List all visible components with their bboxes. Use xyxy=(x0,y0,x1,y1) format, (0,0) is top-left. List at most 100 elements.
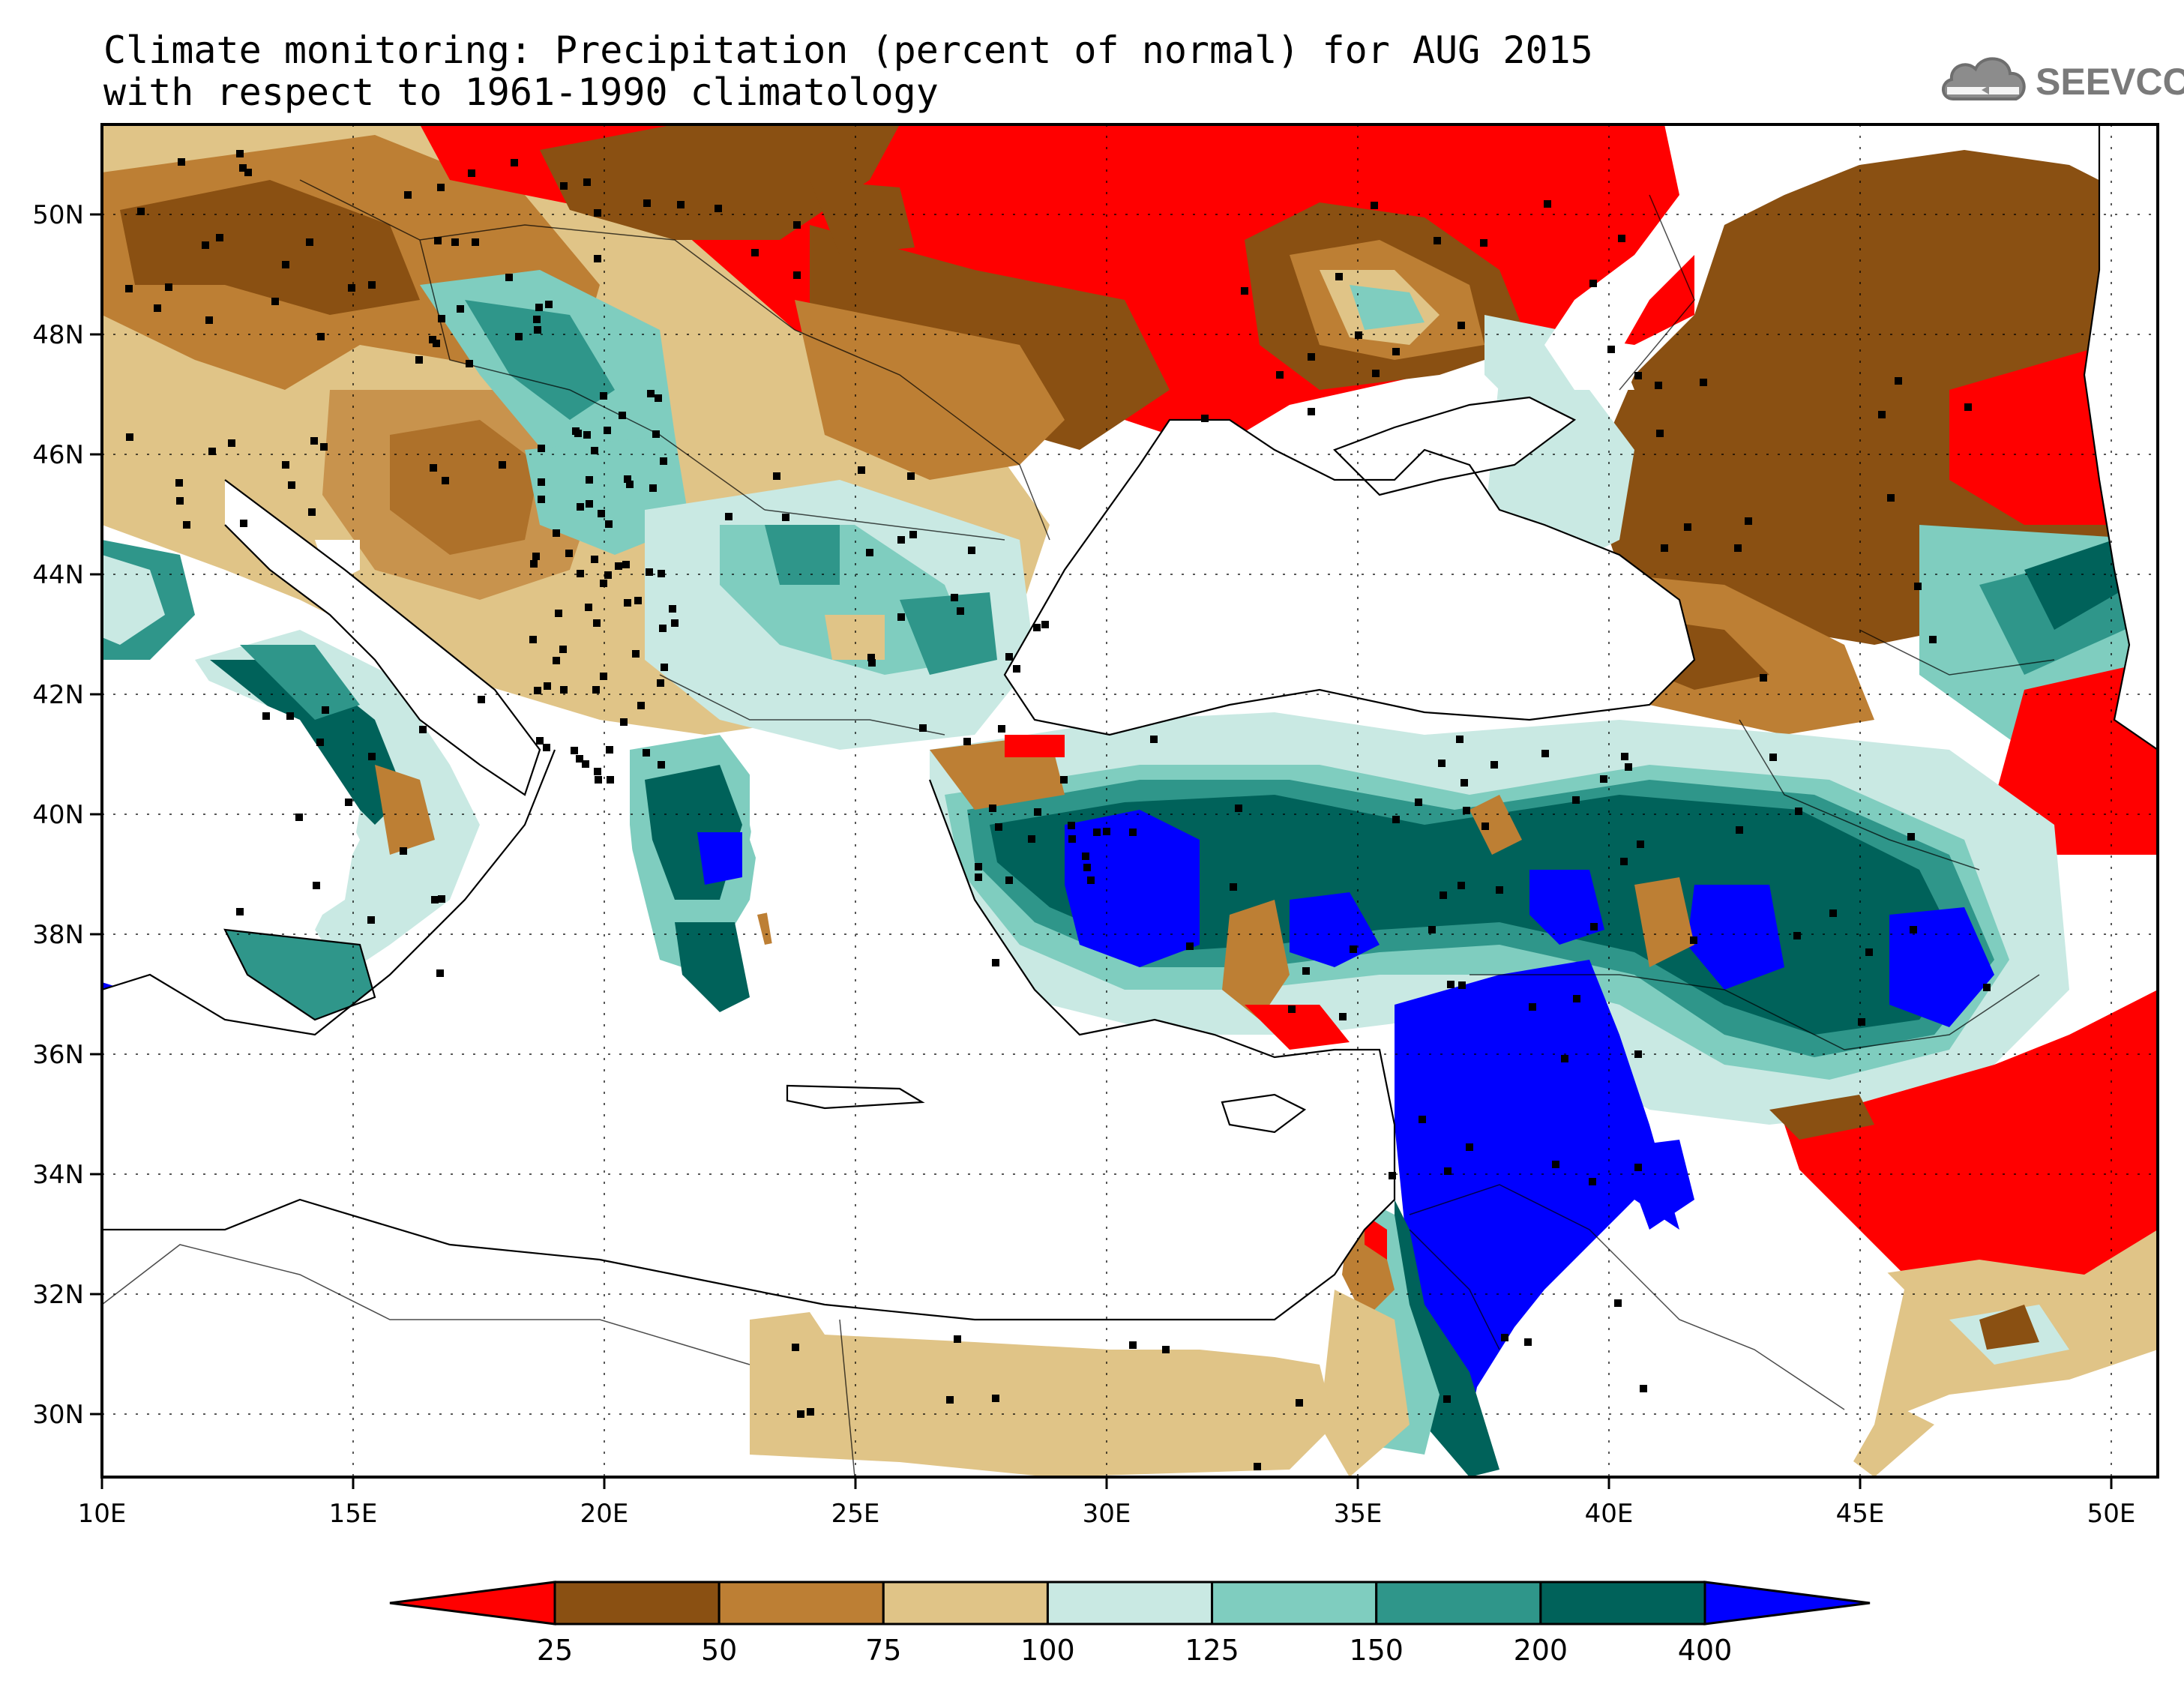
station-marker xyxy=(1734,544,1742,552)
station-marker xyxy=(1129,829,1137,836)
station-marker xyxy=(1466,1143,1473,1151)
station-marker xyxy=(600,580,607,587)
station-marker xyxy=(165,283,172,291)
station-marker xyxy=(239,164,247,172)
station-marker xyxy=(538,478,545,486)
tyrrhenian-sea xyxy=(102,675,360,930)
chart-title-line1: Climate monitoring: Precipitation (perce… xyxy=(103,28,1593,72)
station-marker xyxy=(571,747,578,754)
station-marker xyxy=(963,738,971,745)
station-marker xyxy=(1858,1018,1865,1026)
station-marker xyxy=(593,619,601,627)
colorbar-arrow-low xyxy=(389,1581,556,1626)
station-marker xyxy=(725,513,732,520)
station-marker xyxy=(555,610,562,617)
station-marker xyxy=(592,686,600,694)
station-marker xyxy=(586,476,593,484)
station-marker xyxy=(583,431,591,439)
station-marker xyxy=(591,447,598,454)
station-marker xyxy=(907,472,915,480)
station-marker xyxy=(658,570,665,577)
station-marker xyxy=(1308,408,1315,415)
station-marker xyxy=(1443,1395,1451,1403)
station-marker xyxy=(1428,926,1436,933)
station-marker xyxy=(345,799,352,806)
station-marker xyxy=(620,718,628,726)
station-marker xyxy=(807,1408,814,1416)
station-marker xyxy=(574,430,582,437)
station-marker xyxy=(438,895,445,903)
station-marker xyxy=(1736,826,1743,834)
station-marker xyxy=(1068,835,1076,843)
station-marker xyxy=(1392,348,1400,355)
station-marker xyxy=(262,712,270,720)
station-marker xyxy=(897,536,905,544)
station-marker xyxy=(626,481,634,488)
station-marker xyxy=(919,724,927,732)
station-marker xyxy=(637,702,645,709)
iraq-drought xyxy=(1784,990,2158,1320)
station-marker xyxy=(320,443,328,451)
station-marker xyxy=(553,529,560,537)
station-marker xyxy=(1621,753,1628,760)
station-marker xyxy=(1457,882,1465,889)
station-marker xyxy=(1614,1299,1622,1307)
station-marker xyxy=(594,768,601,775)
station-markers xyxy=(125,150,1991,1470)
station-marker xyxy=(1552,1161,1559,1168)
station-marker xyxy=(1440,891,1447,899)
lat-label: 30N xyxy=(32,1400,84,1430)
station-marker xyxy=(419,726,427,733)
station-marker xyxy=(975,873,982,881)
station-marker xyxy=(545,301,553,308)
station-marker xyxy=(437,184,445,191)
colorbar-label: 25 xyxy=(537,1634,573,1667)
station-marker xyxy=(544,682,551,690)
station-marker xyxy=(1438,760,1446,767)
station-marker xyxy=(1230,883,1237,891)
station-marker xyxy=(1655,382,1662,389)
colorbar xyxy=(389,1581,1871,1626)
seevccc-logo: SEEVCCC xyxy=(1937,46,2184,114)
station-marker xyxy=(535,304,543,311)
station-marker xyxy=(1929,636,1937,643)
station-marker xyxy=(538,445,545,452)
station-marker xyxy=(671,619,679,627)
station-marker xyxy=(604,571,612,579)
station-marker xyxy=(1481,823,1489,830)
station-marker xyxy=(1463,807,1470,814)
station-marker xyxy=(205,316,213,324)
station-marker xyxy=(992,959,999,966)
station-marker xyxy=(317,333,325,340)
station-marker xyxy=(858,466,865,474)
station-marker xyxy=(126,433,133,441)
lat-label: 34N xyxy=(32,1160,84,1190)
station-marker xyxy=(598,510,605,517)
tick-marks xyxy=(90,213,2113,1489)
lat-label: 38N xyxy=(32,920,84,950)
station-marker xyxy=(1150,736,1158,743)
country-borders xyxy=(102,179,2055,1477)
aegean-sea xyxy=(750,750,975,1050)
station-marker xyxy=(466,360,473,367)
station-marker xyxy=(1745,517,1752,525)
station-marker xyxy=(594,255,601,262)
station-marker xyxy=(1589,1178,1596,1185)
station-marker xyxy=(660,457,667,465)
map-field xyxy=(102,124,2158,1477)
station-marker xyxy=(1895,377,1902,385)
station-marker xyxy=(1910,926,1917,933)
station-marker xyxy=(1060,776,1068,784)
station-marker xyxy=(529,636,537,643)
azov-sea xyxy=(1335,397,1574,495)
station-marker xyxy=(1041,621,1049,628)
station-marker xyxy=(511,159,518,166)
station-marker xyxy=(868,659,876,667)
station-marker xyxy=(1033,624,1041,631)
station-marker xyxy=(1241,287,1248,295)
station-marker xyxy=(216,234,223,241)
station-marker xyxy=(992,1395,999,1402)
station-marker xyxy=(1392,816,1400,823)
station-marker xyxy=(282,261,289,268)
